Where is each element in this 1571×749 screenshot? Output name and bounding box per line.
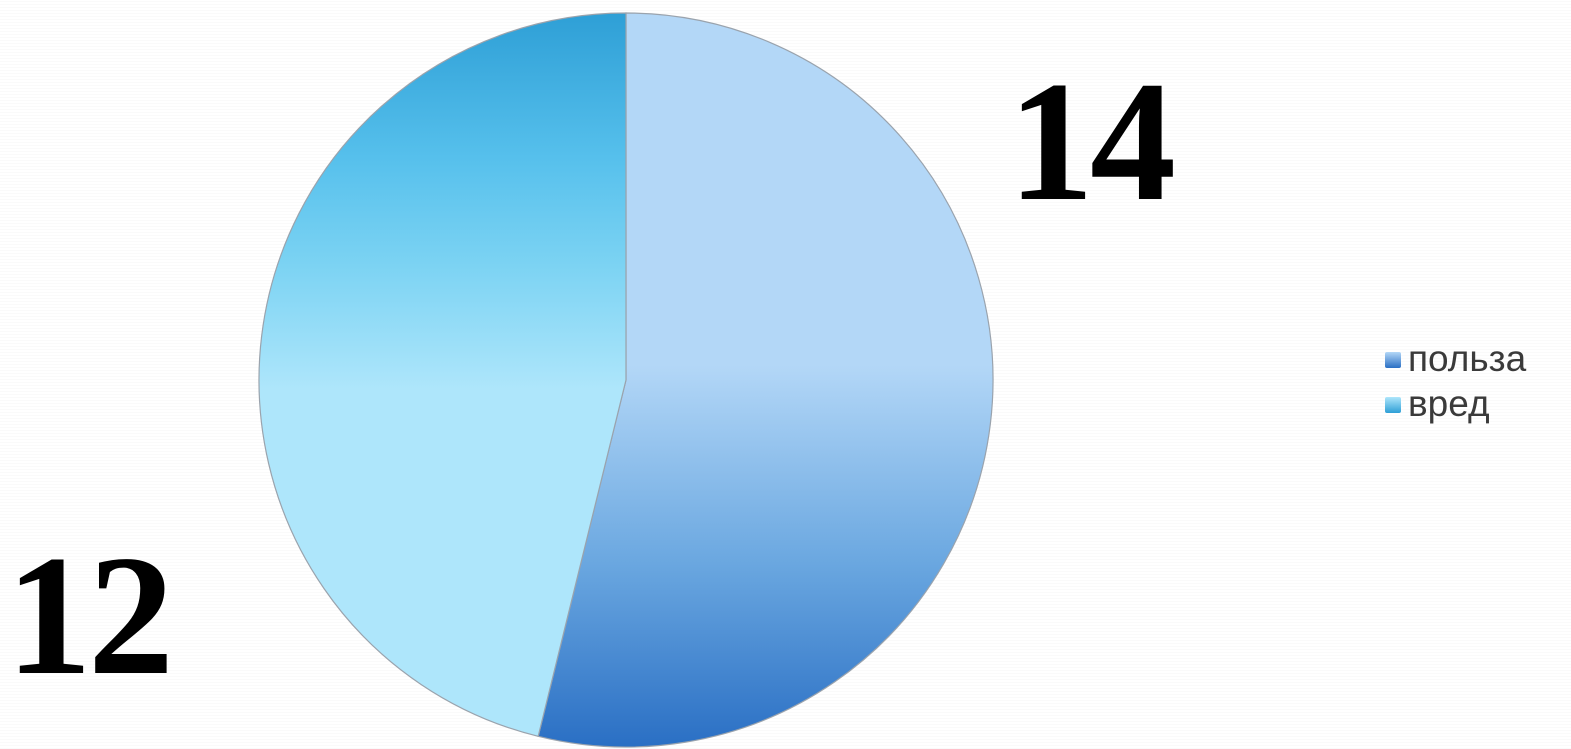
data-label-польза: 14 xyxy=(1008,47,1176,237)
pie-slices xyxy=(258,12,994,748)
legend-label-вред: вред xyxy=(1408,383,1490,424)
legend-item-польза: польза xyxy=(1385,336,1526,381)
data-label-вред: 12 xyxy=(6,521,174,711)
pie-slice-польза xyxy=(537,12,994,748)
legend-label-польза: польза xyxy=(1408,338,1527,379)
legend-item-вред: вред xyxy=(1385,381,1526,426)
legend-swatch-вред xyxy=(1385,397,1401,413)
legend: польза вред xyxy=(1385,336,1526,426)
pie-slice-вред xyxy=(258,12,627,738)
legend-swatch-польза xyxy=(1385,352,1401,368)
